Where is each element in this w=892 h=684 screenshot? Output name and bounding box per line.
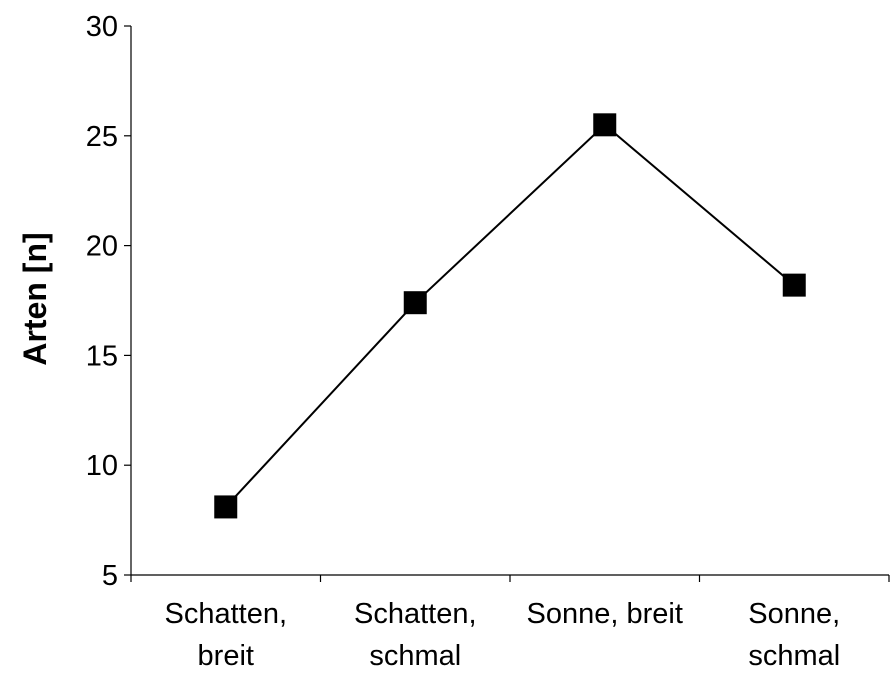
y-axis: 5 10 15 20 25 30 [86, 11, 132, 592]
y-tick-label: 15 [86, 340, 118, 372]
y-axis-title: Arten [n] [17, 232, 53, 365]
data-point-marker [593, 113, 617, 137]
x-axis: Schatten, breit Schatten, schmal Sonne, brei… [130, 574, 890, 672]
data-series [214, 113, 806, 519]
x-category-label: Schatten, schmal [354, 598, 477, 672]
y-tick-label: 5 [102, 560, 118, 592]
data-point-marker [403, 291, 427, 315]
x-category-label: Sonne, schmal [748, 598, 840, 672]
series-line [225, 123, 795, 508]
y-tick-label: 20 [86, 231, 118, 263]
x-category-label: Schatten, breit [164, 598, 287, 672]
y-tick-label: 10 [86, 450, 118, 482]
data-point-marker [214, 495, 238, 519]
x-category-label: Sonne, breit [527, 598, 683, 630]
y-tick-label: 25 [86, 121, 118, 153]
data-point-marker [782, 273, 806, 297]
y-tick-label: 30 [86, 11, 118, 43]
